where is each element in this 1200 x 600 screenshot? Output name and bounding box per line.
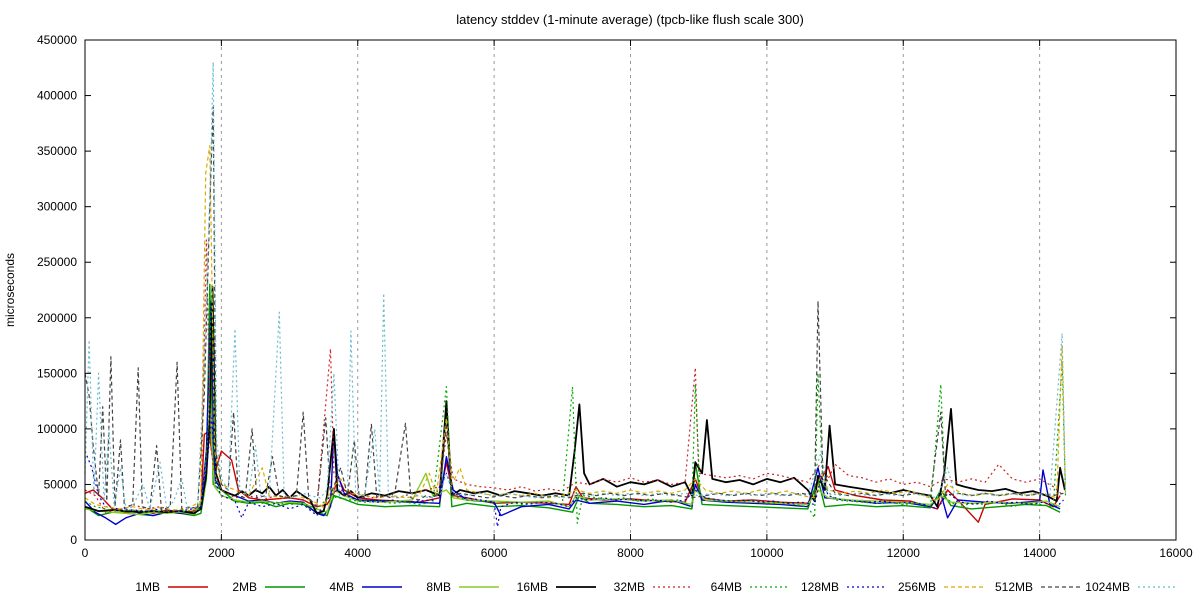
legend-label-8MB: 8MB	[426, 580, 451, 594]
chart-title: latency stddev (1-minute average) (tpcb-…	[456, 12, 804, 27]
y-tick-label: 200000	[37, 311, 77, 325]
y-tick-label: 150000	[37, 366, 77, 380]
x-tick-label: 8000	[617, 546, 644, 560]
legend-label-4MB: 4MB	[329, 580, 354, 594]
y-tick-label: 100000	[37, 422, 77, 436]
series-line-1024MB	[84, 61, 1067, 510]
legend-label-1MB: 1MB	[135, 580, 160, 594]
y-axis-label: microseconds	[3, 253, 17, 327]
y-tick-label: 350000	[37, 144, 77, 158]
grid-lines	[220, 40, 1041, 540]
y-tick-label: 250000	[37, 255, 77, 269]
legend-label-64MB: 64MB	[711, 580, 742, 594]
x-tick-label: 12000	[887, 546, 921, 560]
x-tick-label: 0	[82, 546, 89, 560]
axis-ticks: 0 2000 4000 6000 8000 10000 12000 14000 16000 0 50…	[37, 33, 1193, 560]
y-tick-label: 400000	[37, 89, 77, 103]
series-line-2MB	[84, 283, 1061, 517]
legend-label-32MB: 32MB	[614, 580, 645, 594]
y-tick-label: 450000	[37, 33, 77, 47]
series-line-64MB	[84, 283, 1067, 524]
x-tick-label: 2000	[208, 546, 235, 560]
series-line-4MB	[84, 300, 1061, 526]
x-tick-label: 4000	[344, 546, 371, 560]
legend-label-1024MB: 1024MB	[1085, 580, 1130, 594]
series-line-256MB	[84, 145, 1067, 511]
legend-label-2MB: 2MB	[232, 580, 257, 594]
y-tick-label: 50000	[44, 477, 78, 491]
legend: 1MB 2MB 4MB 8MB 16MB 32MB 64MB 128MB 256MB 512MB 1…	[135, 580, 1178, 594]
series-layer	[84, 61, 1067, 528]
series-line-32MB	[84, 239, 1064, 513]
y-tick-label: 300000	[37, 200, 77, 214]
legend-label-128MB: 128MB	[801, 580, 839, 594]
series-line-128MB	[84, 417, 1064, 528]
x-tick-label: 10000	[750, 546, 784, 560]
y-tick-label: 0	[70, 533, 77, 547]
x-tick-label: 14000	[1023, 546, 1057, 560]
x-tick-label: 6000	[481, 546, 508, 560]
series-line-16MB	[84, 285, 1066, 515]
legend-label-16MB: 16MB	[517, 580, 548, 594]
legend-label-512MB: 512MB	[995, 580, 1033, 594]
legend-label-256MB: 256MB	[898, 580, 936, 594]
x-tick-label: 16000	[1159, 546, 1193, 560]
